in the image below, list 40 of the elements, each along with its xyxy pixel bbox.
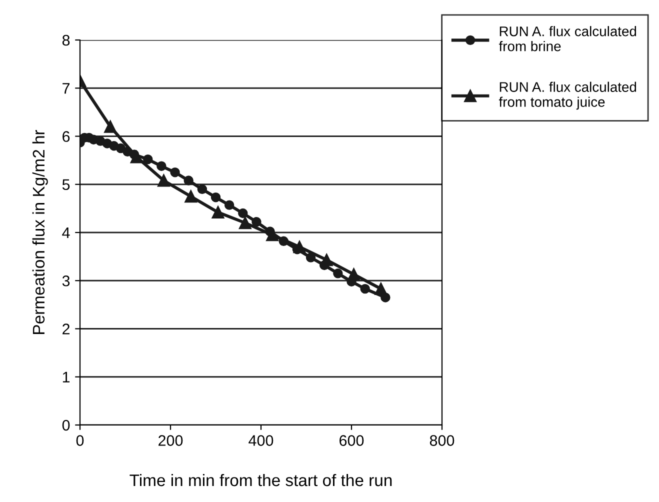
point (380, 292, 390, 302)
y-axis-title: Permeation flux in Kg/m2 hr (32, 130, 48, 334)
point (143, 154, 153, 164)
x-axis-title: Time in min from the start of the run (130, 474, 392, 486)
y-tick-label: 4 (62, 228, 70, 238)
point (333, 268, 343, 278)
x-tick-label: 600 (340, 435, 364, 446)
point (360, 284, 370, 294)
y-tick-label: 6 (62, 131, 70, 142)
x-tick-label: 0 (76, 435, 84, 446)
point (238, 216, 252, 230)
point (170, 167, 180, 178)
legend-label: RUN A. flux calculated from brine (498, 26, 636, 52)
y-tick-label: 3 (62, 275, 70, 286)
y-tick-label: 8 (62, 34, 70, 46)
point (212, 206, 224, 219)
y-tick-label: 5 (62, 179, 70, 190)
point (184, 176, 194, 186)
y-tick-label: 7 (62, 83, 70, 94)
y-tick-label: 2 (62, 324, 70, 334)
x-tick-label: 800 (430, 435, 454, 446)
point (319, 260, 330, 270)
point (197, 184, 208, 194)
point (224, 200, 234, 210)
x-tick-label: 200 (158, 435, 183, 446)
point (265, 226, 275, 236)
legend-label: RUN A. flux calculated from tomato juice (498, 82, 636, 110)
point (306, 252, 316, 262)
point (210, 192, 221, 202)
x-tick-label: 400 (248, 435, 274, 446)
point (156, 161, 166, 171)
point (157, 174, 170, 187)
point (252, 217, 262, 227)
y-tick-label: 0 (62, 420, 70, 431)
point (346, 276, 356, 286)
point (184, 190, 198, 203)
y-tick-label: 1 (62, 372, 70, 382)
point (278, 236, 288, 246)
point (104, 120, 117, 133)
point (238, 208, 248, 218)
